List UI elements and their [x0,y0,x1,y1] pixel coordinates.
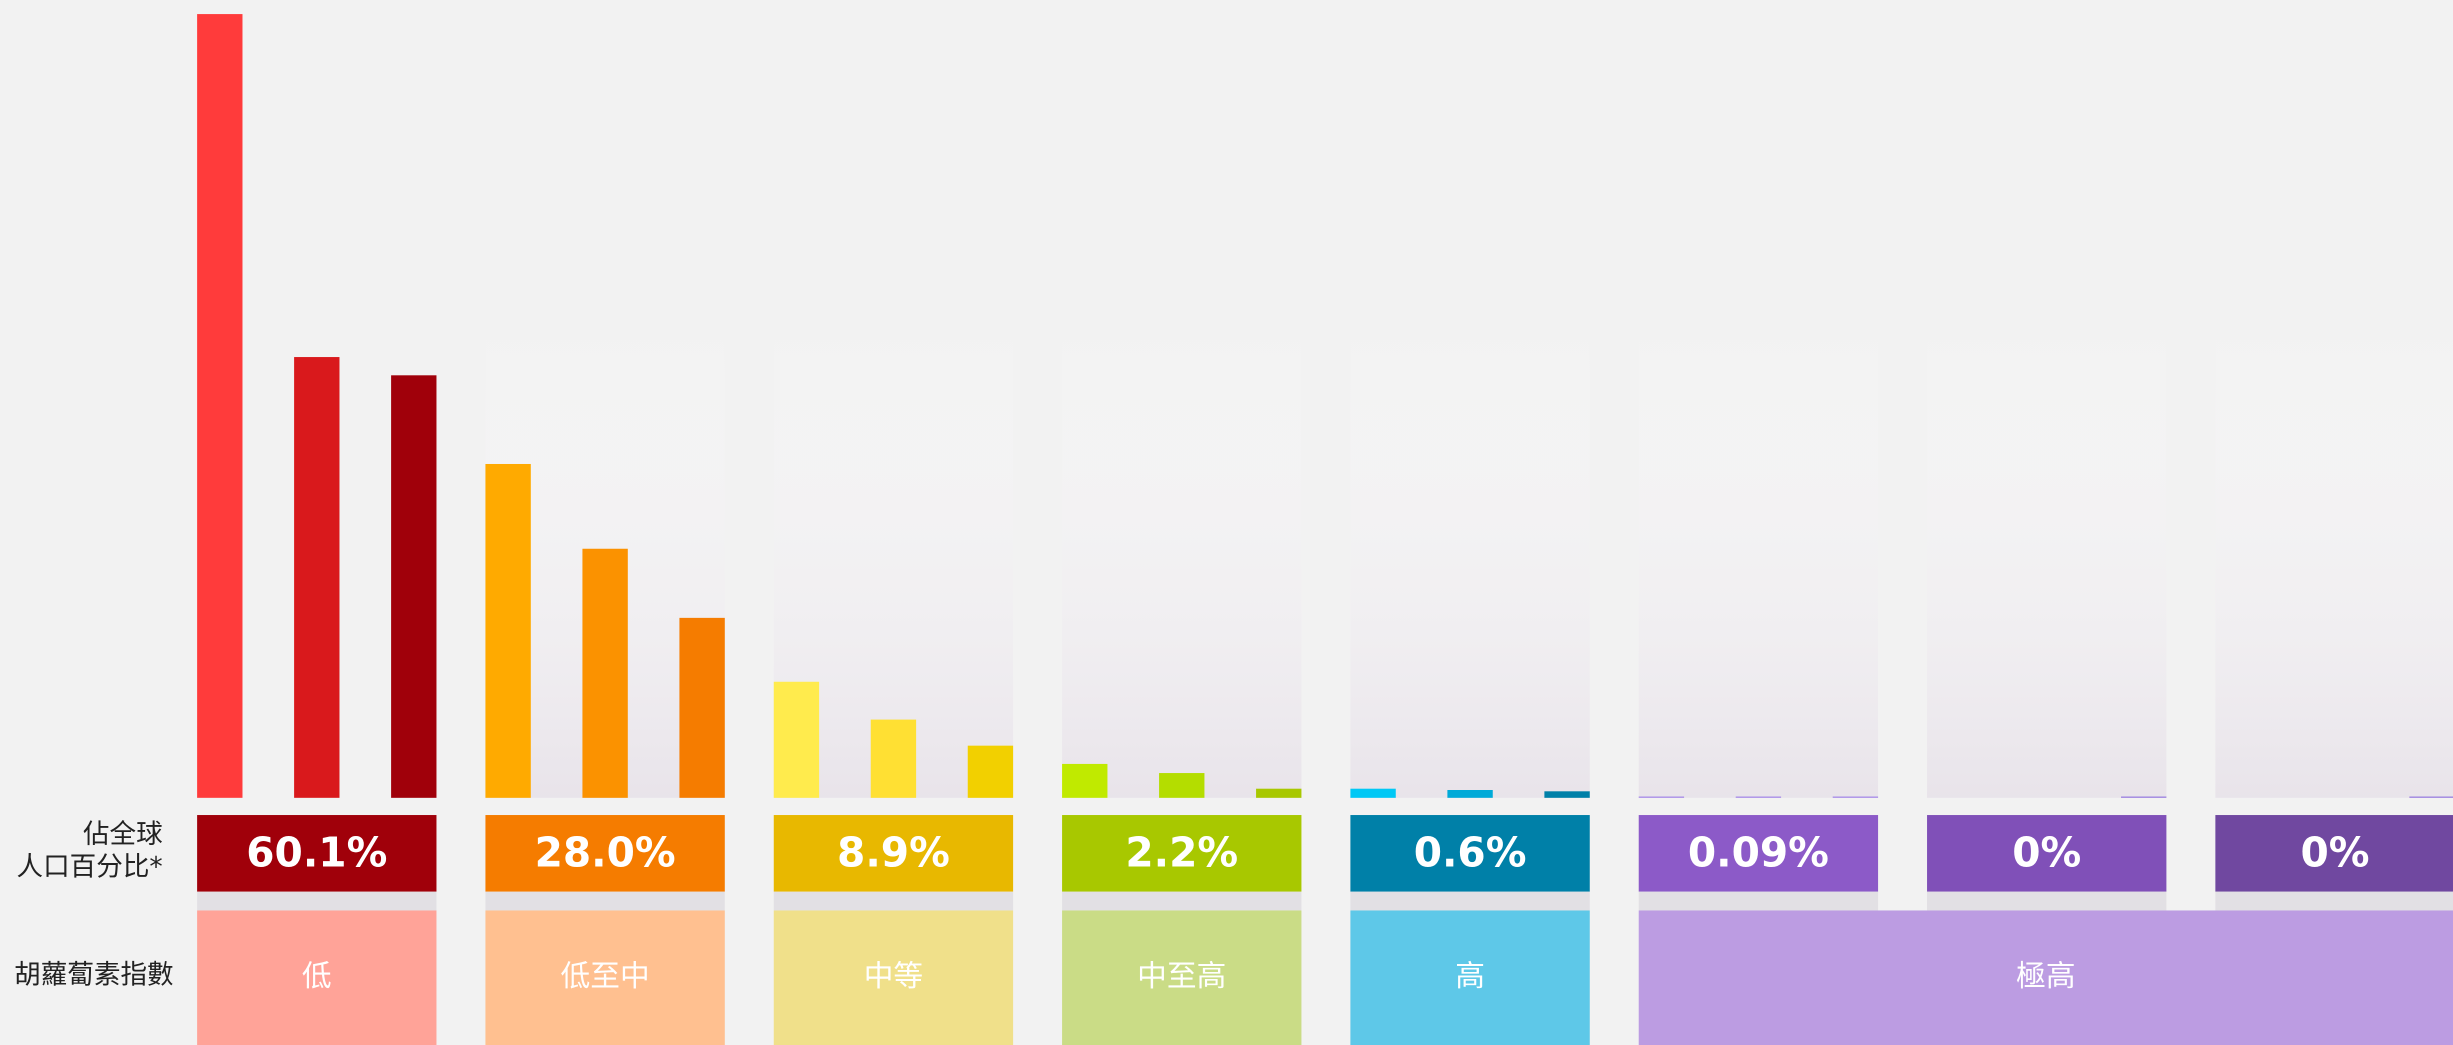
separator [197,891,437,911]
separator [2215,891,2453,911]
bar [2409,796,2453,798]
bar [294,357,340,798]
index-box [1062,910,1302,1045]
percent-label: 2.2% [1125,829,1238,877]
percent-box [1638,815,1879,892]
percent-label: 60.1% [246,829,387,877]
bar [1062,763,1108,798]
percent-box [485,815,725,892]
bar [679,617,725,798]
bar [967,745,1014,798]
group-background [1638,312,1879,798]
percent-label: 0% [2301,829,2370,877]
bar [1350,788,1396,798]
percent-label: 0% [2012,829,2081,877]
row-label: 胡蘿蔔素指數 [14,960,173,991]
bar [1447,790,1493,798]
separator [1350,891,1590,911]
bar [2121,796,2167,798]
bar [582,548,628,798]
bar [773,681,820,798]
row-label: 佔全球 [83,819,163,850]
percent-label: 0.6% [1414,829,1527,877]
percent-box [1927,815,2167,892]
group-background [1062,312,1302,798]
bar [1256,788,1302,798]
bar [870,719,917,798]
index-box [485,910,725,1045]
separator [485,891,725,911]
separator [1638,891,1879,911]
index-label: 低至中 [561,959,650,994]
percent-box [773,815,1014,892]
percent-label: 8.9% [837,829,950,877]
bar [1544,791,1590,798]
index-label: 極高 [2016,959,2075,994]
row-label: 人口百分比* [17,852,163,883]
separator [1062,891,1302,911]
bar [1159,773,1205,798]
index-box [1638,910,2453,1045]
separator [1927,891,2167,911]
percent-box [1350,815,1590,892]
bar [391,375,437,798]
separator [773,891,1014,911]
percent-box [1062,815,1302,892]
percent-box [197,815,437,892]
index-box [197,910,437,1045]
bar [197,14,243,798]
bar [1638,796,1685,798]
group-background [1350,312,1590,798]
percent-label: 0.09% [1688,829,1829,877]
index-label: 低 [302,959,332,994]
index-box [1350,910,1590,1045]
percent-box [2215,815,2453,892]
index-label: 中至高 [1137,959,1226,994]
index-box [773,910,1014,1045]
group-background [2215,312,2453,798]
index-label: 中等 [864,959,923,994]
percent-label: 28.0% [535,829,676,877]
bar [485,463,531,798]
group-background [1927,312,2167,798]
index-label: 高 [1455,959,1485,994]
bar [1735,796,1782,798]
bar [1832,796,1879,798]
